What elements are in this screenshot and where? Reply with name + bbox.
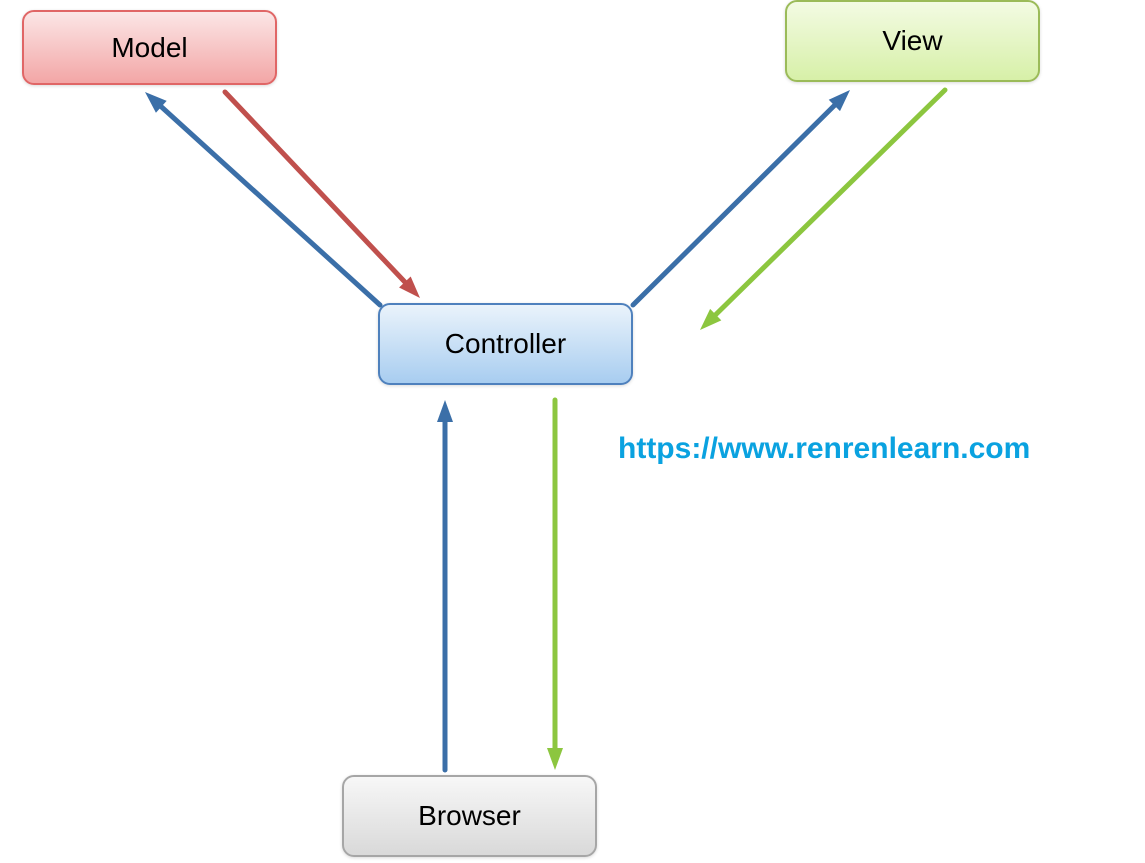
node-browser: Browser: [342, 775, 597, 857]
node-view: View: [785, 0, 1040, 82]
edge-view-to-controller: [716, 90, 945, 315]
node-controller-label: Controller: [445, 328, 566, 360]
watermark-text: https://www.renrenlearn.com: [618, 432, 1030, 466]
arrowhead-view-to-controller: [700, 309, 721, 330]
arrowhead-controller-to-model: [145, 92, 167, 113]
arrowhead-browser-to-controller: [437, 400, 453, 422]
edge-controller-to-model: [161, 107, 380, 305]
node-model-label: Model: [111, 32, 187, 64]
node-view-label: View: [882, 25, 942, 57]
edge-controller-to-view: [633, 105, 834, 305]
arrowhead-model-to-controller: [399, 277, 420, 298]
node-controller: Controller: [378, 303, 633, 385]
arrowhead-controller-to-view: [829, 90, 850, 111]
mvc-diagram: Model View Controller Browser https://ww…: [0, 0, 1145, 863]
node-model: Model: [22, 10, 277, 85]
arrowhead-controller-to-browser: [547, 748, 563, 770]
node-browser-label: Browser: [418, 800, 521, 832]
edge-model-to-controller: [225, 92, 405, 282]
